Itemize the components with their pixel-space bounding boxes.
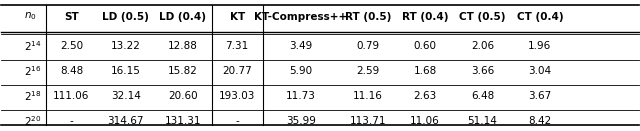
Text: 20.77: 20.77 <box>222 66 252 76</box>
Text: 12.88: 12.88 <box>168 41 198 51</box>
Text: $2^{14}$: $2^{14}$ <box>24 39 41 53</box>
Text: -: - <box>70 116 74 126</box>
Text: 16.15: 16.15 <box>111 66 141 76</box>
Text: 2.50: 2.50 <box>60 41 83 51</box>
Text: -: - <box>236 116 239 126</box>
Text: 20.60: 20.60 <box>168 91 198 101</box>
Text: 8.42: 8.42 <box>528 116 552 126</box>
Text: ST: ST <box>64 12 79 22</box>
Text: 0.60: 0.60 <box>413 41 436 51</box>
Text: 2.63: 2.63 <box>413 91 436 101</box>
Text: 3.04: 3.04 <box>528 66 552 76</box>
Text: 11.06: 11.06 <box>410 116 440 126</box>
Text: 0.79: 0.79 <box>356 41 380 51</box>
Text: 11.16: 11.16 <box>353 91 383 101</box>
Text: 3.67: 3.67 <box>528 91 552 101</box>
Text: RT (0.4): RT (0.4) <box>402 12 449 22</box>
Text: 13.22: 13.22 <box>111 41 141 51</box>
Text: 2.59: 2.59 <box>356 66 380 76</box>
Text: 1.68: 1.68 <box>413 66 436 76</box>
Text: 5.90: 5.90 <box>289 66 312 76</box>
Text: 15.82: 15.82 <box>168 66 198 76</box>
Text: 32.14: 32.14 <box>111 91 141 101</box>
Text: 11.73: 11.73 <box>286 91 316 101</box>
Text: KT-Compress++: KT-Compress++ <box>254 12 348 22</box>
Text: LD (0.5): LD (0.5) <box>102 12 149 22</box>
Text: 113.71: 113.71 <box>349 116 386 126</box>
Text: 3.66: 3.66 <box>471 66 494 76</box>
Text: 35.99: 35.99 <box>286 116 316 126</box>
Text: 314.67: 314.67 <box>108 116 144 126</box>
Text: 1.96: 1.96 <box>528 41 552 51</box>
Text: 111.06: 111.06 <box>53 91 90 101</box>
Text: CT (0.4): CT (0.4) <box>516 12 563 22</box>
Text: 51.14: 51.14 <box>468 116 497 126</box>
Text: $n_0$: $n_0$ <box>24 11 36 22</box>
Text: LD (0.4): LD (0.4) <box>159 12 207 22</box>
Text: 193.03: 193.03 <box>219 91 255 101</box>
Text: 2.06: 2.06 <box>471 41 494 51</box>
Text: 7.31: 7.31 <box>225 41 249 51</box>
Text: 3.49: 3.49 <box>289 41 312 51</box>
Text: 6.48: 6.48 <box>471 91 494 101</box>
Text: 131.31: 131.31 <box>164 116 201 126</box>
Text: CT (0.5): CT (0.5) <box>460 12 506 22</box>
Text: $2^{18}$: $2^{18}$ <box>24 89 41 103</box>
Text: $2^{20}$: $2^{20}$ <box>24 114 41 128</box>
Text: RT (0.5): RT (0.5) <box>344 12 391 22</box>
Text: KT: KT <box>230 12 244 22</box>
Text: 8.48: 8.48 <box>60 66 83 76</box>
Text: $2^{16}$: $2^{16}$ <box>24 64 41 78</box>
